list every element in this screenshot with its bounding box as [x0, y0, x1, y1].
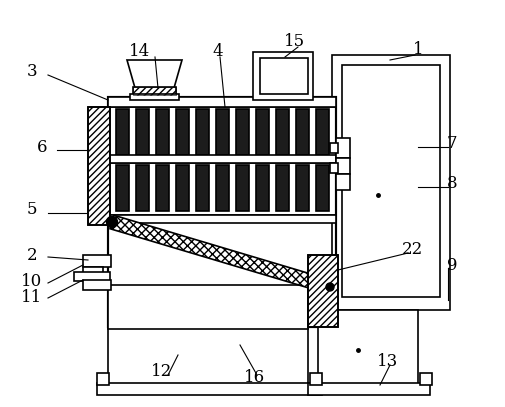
Bar: [276, 165, 289, 211]
Bar: [83, 280, 111, 290]
Bar: [136, 165, 149, 211]
Bar: [108, 215, 336, 223]
Text: 3: 3: [27, 63, 37, 81]
Bar: [176, 109, 189, 155]
Bar: [332, 55, 450, 310]
Bar: [108, 107, 336, 159]
Bar: [136, 109, 149, 155]
Bar: [88, 107, 110, 225]
Circle shape: [107, 217, 118, 228]
Text: 13: 13: [377, 354, 398, 370]
Bar: [336, 138, 350, 158]
Text: 16: 16: [244, 370, 266, 387]
Bar: [256, 165, 269, 211]
Bar: [83, 255, 111, 267]
Bar: [342, 65, 440, 297]
Bar: [176, 165, 189, 211]
Text: 11: 11: [21, 289, 42, 306]
Bar: [420, 373, 432, 385]
Bar: [316, 165, 329, 211]
Bar: [97, 373, 109, 385]
Bar: [83, 267, 103, 275]
Bar: [318, 310, 418, 388]
Bar: [108, 163, 336, 215]
Bar: [108, 155, 336, 163]
Bar: [276, 109, 289, 155]
Bar: [336, 174, 350, 190]
Text: 1: 1: [413, 42, 423, 59]
Bar: [236, 165, 249, 211]
Bar: [88, 107, 110, 225]
Text: 12: 12: [152, 363, 173, 381]
Bar: [308, 255, 338, 327]
Polygon shape: [110, 215, 332, 294]
Bar: [116, 165, 129, 211]
Text: 22: 22: [401, 241, 423, 258]
Bar: [196, 109, 209, 155]
Bar: [296, 165, 309, 211]
Bar: [308, 383, 430, 395]
Bar: [336, 158, 350, 174]
Bar: [256, 109, 269, 155]
Text: 2: 2: [27, 247, 37, 263]
Bar: [260, 58, 308, 94]
Bar: [253, 52, 313, 100]
Bar: [108, 285, 308, 329]
Bar: [216, 109, 229, 155]
Bar: [330, 163, 338, 173]
Text: 9: 9: [447, 256, 457, 274]
Text: 8: 8: [447, 175, 458, 192]
Text: 14: 14: [129, 44, 150, 61]
Bar: [310, 373, 322, 385]
Bar: [216, 165, 229, 211]
Text: 4: 4: [213, 44, 223, 61]
Bar: [156, 165, 169, 211]
Bar: [74, 272, 110, 281]
Text: 7: 7: [447, 134, 458, 151]
Bar: [108, 97, 336, 327]
Circle shape: [326, 283, 334, 291]
Bar: [133, 87, 176, 95]
Polygon shape: [127, 60, 182, 88]
Bar: [97, 383, 322, 395]
Bar: [156, 109, 169, 155]
Bar: [130, 94, 179, 100]
Bar: [236, 109, 249, 155]
Bar: [108, 97, 336, 107]
Bar: [296, 109, 309, 155]
Bar: [133, 87, 176, 95]
Bar: [108, 327, 308, 385]
Text: 5: 5: [27, 201, 37, 219]
Text: 15: 15: [284, 33, 306, 50]
Bar: [116, 109, 129, 155]
Bar: [330, 143, 338, 153]
Bar: [196, 165, 209, 211]
Bar: [308, 255, 338, 327]
Bar: [316, 109, 329, 155]
Text: 6: 6: [37, 138, 47, 155]
Text: 10: 10: [21, 274, 42, 291]
